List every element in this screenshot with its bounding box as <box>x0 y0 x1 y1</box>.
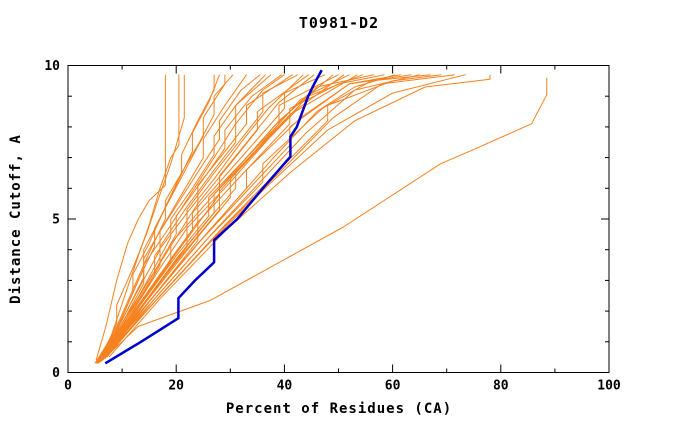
model-curve <box>108 74 491 358</box>
y-tick-label: 0 <box>52 366 60 381</box>
model-curve <box>97 74 326 364</box>
model-curve <box>95 74 412 364</box>
model-curve <box>95 74 339 364</box>
model-curve <box>98 74 234 361</box>
model-curve <box>106 74 420 358</box>
model-curve <box>103 74 401 360</box>
x-tick-label: 0 <box>64 379 72 394</box>
x-tick-label: 40 <box>277 379 293 394</box>
model-curve <box>101 74 247 359</box>
x-tick-label: 80 <box>493 379 509 394</box>
page-title: T0981-D2 <box>298 14 380 32</box>
y-tick-label: 5 <box>52 213 60 228</box>
model-curve <box>95 74 261 364</box>
model-curve <box>102 74 299 359</box>
x-tick-label: 20 <box>168 379 184 394</box>
model-curve <box>100 77 548 363</box>
plot-frame <box>67 65 610 373</box>
model-curve <box>98 74 304 363</box>
model-curve <box>99 74 396 363</box>
model-curve <box>102 74 226 358</box>
model-curve <box>94 74 185 364</box>
model-curve <box>96 74 293 364</box>
x-tick-label: 100 <box>597 379 621 394</box>
x-axis-label: Percent of Residues (CA) <box>225 401 453 417</box>
model-curve <box>102 74 466 361</box>
model-curve <box>104 74 442 360</box>
y-tick-label: 10 <box>44 59 60 74</box>
highlight-model-curve <box>104 69 323 365</box>
model-curve <box>100 74 431 361</box>
model-curve <box>105 74 385 358</box>
x-tick-label: 60 <box>385 379 401 394</box>
y-axis-label: Distance Cutoff, A <box>8 134 24 304</box>
